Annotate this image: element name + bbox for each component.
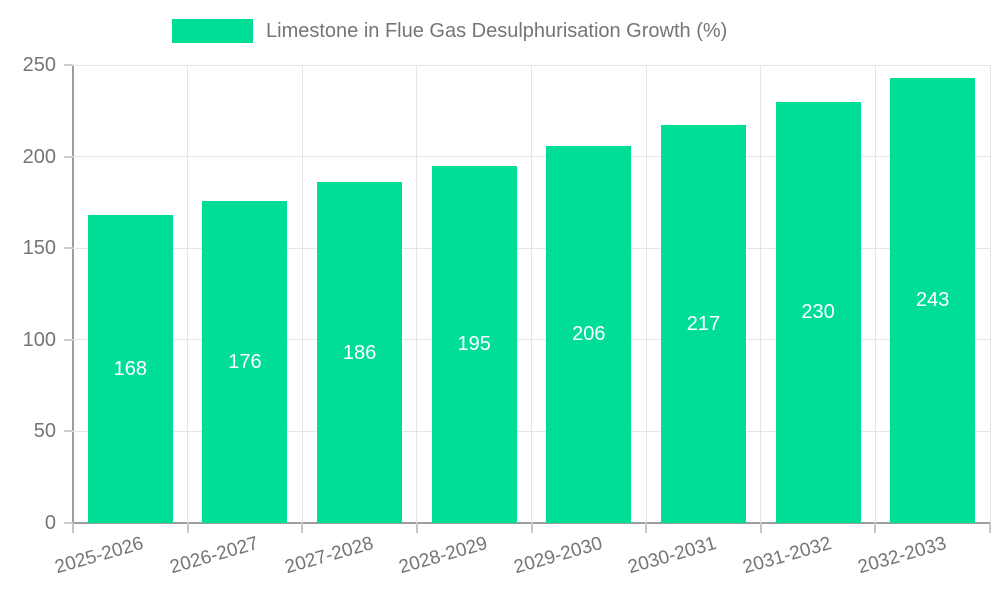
y-tick-label: 250 (22, 54, 56, 76)
bar-value-label: 243 (916, 289, 950, 312)
y-tick-mark (64, 247, 73, 250)
x-tick-mark (301, 523, 304, 533)
bar[interactable] (775, 101, 861, 523)
y-tick-label: 50 (33, 420, 56, 443)
legend-swatch (172, 19, 253, 43)
bar[interactable] (317, 182, 403, 523)
bar-value-label: 168 (113, 358, 147, 381)
legend[interactable]: Limestone in Flue Gas Desulphurisation G… (172, 19, 727, 43)
bar-value-label: 186 (342, 341, 377, 364)
x-axis-line (64, 522, 990, 524)
legend-label: Limestone in Flue Gas Desulphurisation G… (266, 19, 728, 42)
y-tick-label: 150 (22, 237, 56, 260)
y-tick-mark (64, 155, 73, 158)
x-tick-mark (645, 523, 648, 533)
x-tick-mark (989, 523, 991, 533)
y-axis-line (72, 65, 74, 533)
x-tick-mark (186, 523, 189, 533)
bar[interactable] (87, 215, 173, 523)
gridline-vertical (187, 65, 189, 523)
y-tick-mark (64, 338, 73, 341)
y-tick-label: 100 (22, 328, 56, 351)
bar-value-label: 195 (457, 333, 491, 356)
y-tick-mark (64, 64, 73, 66)
y-tick-label: 0 (44, 512, 56, 534)
bar[interactable] (890, 77, 976, 523)
bar[interactable] (546, 145, 632, 523)
y-tick-label: 200 (22, 145, 56, 168)
plot-area: 168 176 186 195 206 217 230 243 (73, 64, 991, 523)
x-tick-mark (759, 523, 762, 533)
bar-value-label: 206 (572, 323, 606, 346)
y-tick-mark (64, 522, 73, 524)
gridline-vertical (645, 65, 647, 523)
x-tick-mark (72, 523, 74, 533)
bar[interactable] (660, 125, 746, 523)
gridline-vertical (874, 65, 876, 523)
bar[interactable] (431, 165, 517, 523)
y-tick-mark (64, 430, 73, 433)
gridline-vertical (531, 65, 532, 523)
bar-value-label: 176 (228, 350, 262, 373)
bar-value-label: 230 (801, 301, 835, 324)
gridline-vertical (760, 65, 762, 523)
gridline-vertical (416, 65, 418, 523)
gridline-vertical (989, 65, 991, 523)
x-tick-mark (415, 523, 418, 533)
x-tick-mark (874, 523, 877, 533)
x-tick-mark (530, 523, 533, 533)
gridline-vertical (301, 65, 303, 523)
bar-value-label: 217 (686, 313, 721, 336)
bar[interactable] (202, 200, 288, 523)
